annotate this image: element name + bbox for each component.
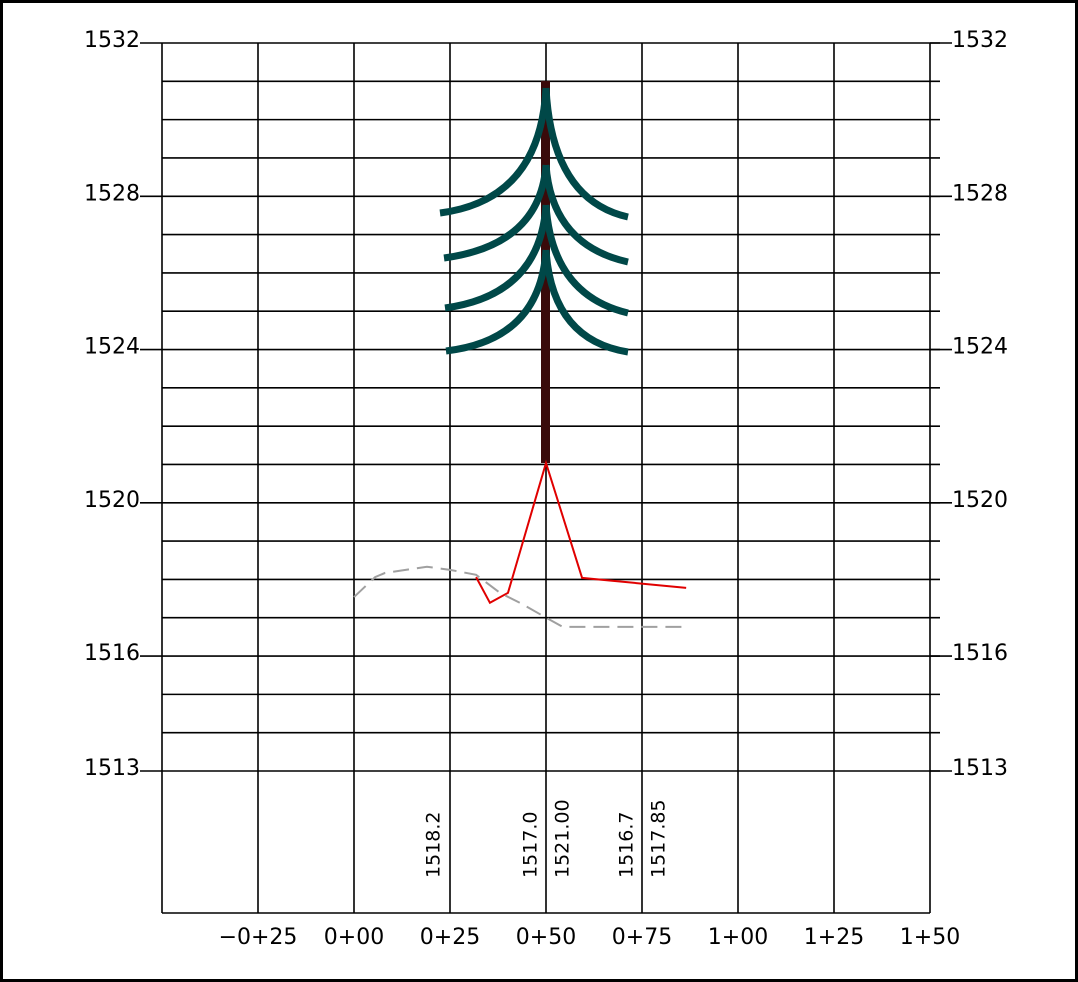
station-label: 1516.7: [616, 812, 638, 878]
x-tick-label: 1+00: [708, 925, 768, 950]
x-tick-label: 0+50: [516, 925, 576, 950]
station-label: 1518.2: [422, 812, 444, 878]
tree-branch: [445, 249, 550, 355]
background: [3, 3, 1075, 979]
x-tick-label: −0+25: [219, 925, 298, 950]
tree-branch: [439, 87, 550, 217]
ground-line: [475, 459, 687, 605]
x-tick-label: 1+50: [900, 925, 960, 950]
y-tick-label: 1516: [84, 641, 140, 666]
station-label: 1517.0: [520, 812, 542, 878]
tree-branch: [542, 164, 629, 266]
y2-tick-label: 1532: [952, 28, 1008, 53]
ground-line: [353, 565, 687, 628]
tree-branch: [542, 204, 629, 317]
y-tick-label: 1524: [84, 335, 140, 360]
y-tick-label: 1513: [84, 756, 140, 781]
station-label: 1521.00: [551, 799, 573, 878]
y2-tick-label: 1528: [952, 181, 1008, 206]
x-tick-label: 0+00: [324, 925, 384, 950]
x-tick-label: 1+25: [804, 925, 864, 950]
y-tick-label: 1532: [84, 28, 140, 53]
tree-symbol: [439, 81, 629, 463]
y2-tick-label: 1513: [952, 756, 1008, 781]
tree-branch: [444, 204, 550, 312]
x-tick-label: 0+75: [612, 925, 672, 950]
tree-branch: [542, 87, 629, 221]
y-tick-label: 1520: [84, 488, 140, 513]
tree-branch: [542, 249, 629, 356]
x-tick-label: 0+25: [420, 925, 480, 950]
y2-tick-label: 1516: [952, 641, 1008, 666]
station-label: 1517.85: [647, 799, 669, 878]
y2-tick-label: 1524: [952, 335, 1008, 360]
y-tick-label: 1528: [84, 181, 140, 206]
y2-tick-label: 1520: [952, 488, 1008, 513]
tree-branch: [443, 164, 550, 262]
